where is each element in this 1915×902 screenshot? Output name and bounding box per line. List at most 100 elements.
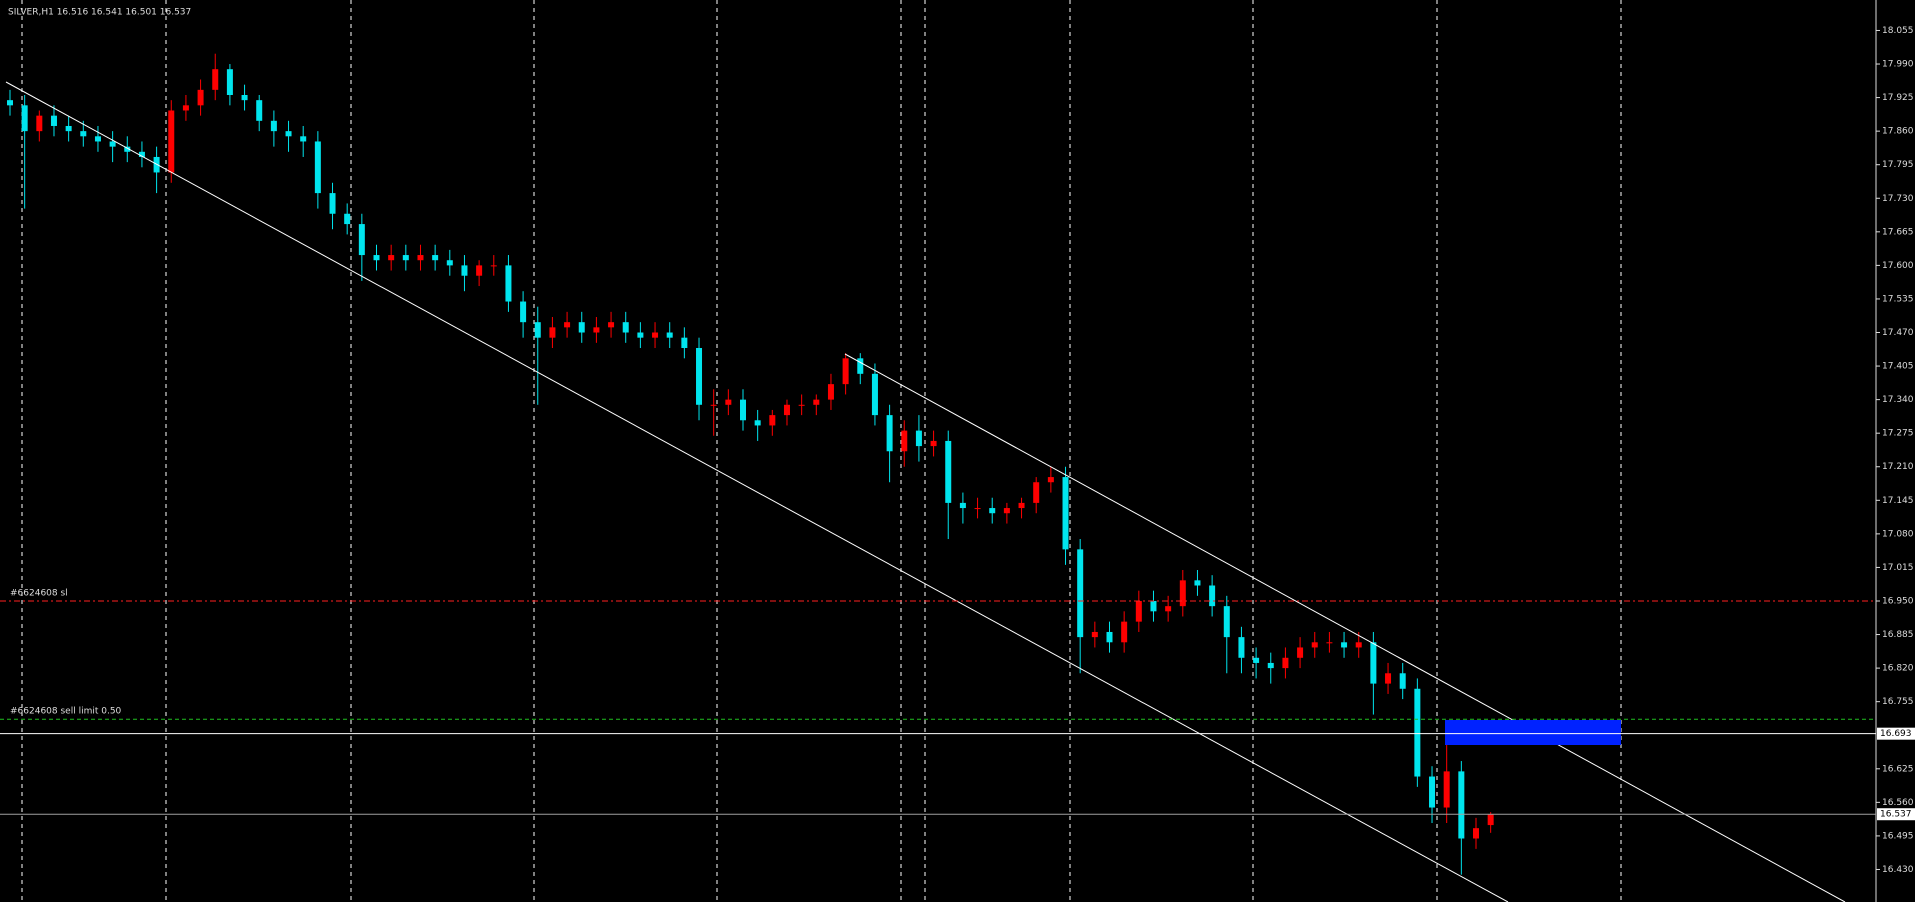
candle-body: [94, 136, 101, 142]
trend-line: [5, 81, 1509, 902]
candle-body: [1326, 642, 1333, 644]
candle-body: [1487, 814, 1494, 826]
y-tick-label: 17.990: [1882, 60, 1914, 70]
candle-body: [959, 502, 966, 509]
candle-body: [1223, 606, 1230, 638]
candle-body: [1473, 828, 1479, 839]
candle-body: [285, 131, 292, 137]
candle-body: [138, 151, 145, 157]
candle-body: [1355, 642, 1362, 648]
candle-body: [256, 100, 263, 121]
candle-body: [622, 322, 629, 333]
candle-body: [417, 255, 424, 261]
candle-body: [1209, 585, 1216, 607]
candle-body: [666, 332, 673, 338]
order-label: #6624608 sl: [10, 588, 68, 598]
price-label: 16.693: [1880, 729, 1912, 739]
y-tick-label: 17.925: [1882, 93, 1914, 103]
y-tick-label: 16.625: [1882, 764, 1914, 774]
period-separators: [21, 0, 1622, 902]
candle-body: [1399, 673, 1406, 689]
candle-body: [21, 105, 28, 132]
y-tick-label: 17.470: [1882, 328, 1914, 338]
candle-body: [182, 105, 189, 111]
candle-body: [1003, 508, 1010, 514]
candle-body: [710, 404, 717, 406]
y-tick-label: 17.730: [1882, 194, 1914, 204]
candle-body: [871, 373, 878, 416]
candle-body: [1121, 621, 1128, 643]
candle-body: [80, 131, 87, 137]
candle-body: [857, 358, 864, 374]
candle-body: [1047, 477, 1054, 483]
y-tick-label: 17.340: [1882, 395, 1914, 405]
y-tick-label: 17.275: [1882, 429, 1914, 439]
candle-body: [1018, 502, 1025, 509]
candle-body: [124, 146, 131, 152]
candle-body: [329, 193, 336, 214]
y-tick-label: 16.430: [1882, 865, 1914, 875]
zone-rectangle: [1445, 720, 1621, 745]
y-tick-label: 17.210: [1882, 462, 1914, 472]
candle-body: [534, 322, 541, 338]
y-tick-label: 17.665: [1882, 227, 1914, 237]
candle-body: [1091, 631, 1098, 638]
candle-body: [1311, 642, 1318, 648]
candle-body: [1458, 771, 1465, 839]
axis-panel: [1876, 0, 1915, 902]
y-tick-label: 17.405: [1882, 362, 1914, 372]
channel: [5, 81, 1846, 902]
candle-body: [461, 265, 468, 276]
candle-body: [65, 125, 72, 132]
candle-body: [505, 265, 512, 302]
candle-body: [945, 440, 952, 503]
candle-body: [1238, 637, 1245, 658]
candle-body: [1282, 657, 1289, 669]
candle-body: [637, 332, 644, 338]
candle-body: [168, 110, 175, 173]
candle-body: [1443, 771, 1450, 808]
candle-body: [696, 347, 703, 405]
y-tick-label: 17.015: [1882, 563, 1914, 573]
candle-body: [109, 141, 116, 147]
candle-body: [1253, 657, 1260, 663]
order-label: #6624608 sell limit 0.50: [10, 707, 122, 717]
candle-body: [1267, 662, 1274, 669]
price-label: 16.537: [1880, 810, 1912, 820]
candle-body: [432, 255, 439, 261]
candle-body: [901, 430, 908, 452]
candle-body: [197, 89, 204, 106]
candle-body: [1297, 647, 1304, 658]
candle-body: [754, 420, 761, 426]
candle-body: [388, 255, 395, 261]
y-tick-label: 16.885: [1882, 630, 1914, 640]
candle-body: [827, 384, 834, 400]
price-label-box: [1877, 808, 1915, 821]
candle-body: [1033, 482, 1040, 503]
y-tick-label: 16.820: [1882, 664, 1914, 674]
candle-body: [1194, 580, 1201, 586]
candle-body: [930, 440, 937, 447]
y-tick-label: 17.145: [1882, 496, 1914, 506]
candle-body: [1135, 600, 1142, 622]
candle-body: [915, 430, 922, 447]
y-tick-label: 17.860: [1882, 127, 1914, 137]
candle-body: [798, 404, 805, 406]
candle-body: [1414, 688, 1421, 777]
y-tick-label: 17.080: [1882, 529, 1914, 539]
candle-body: [549, 327, 556, 338]
candle-body: [564, 322, 571, 328]
candle-body: [578, 322, 585, 333]
candle-body: [989, 508, 996, 514]
candle-body: [1150, 600, 1157, 612]
candle-body: [358, 224, 365, 256]
candle-body: [1062, 477, 1069, 550]
candle-body: [783, 404, 790, 416]
candle-body: [652, 332, 659, 338]
candle-body: [520, 301, 527, 323]
candle-body: [50, 115, 57, 126]
candle-body: [402, 255, 409, 261]
candle-body: [241, 95, 248, 101]
candle-body: [490, 265, 497, 267]
